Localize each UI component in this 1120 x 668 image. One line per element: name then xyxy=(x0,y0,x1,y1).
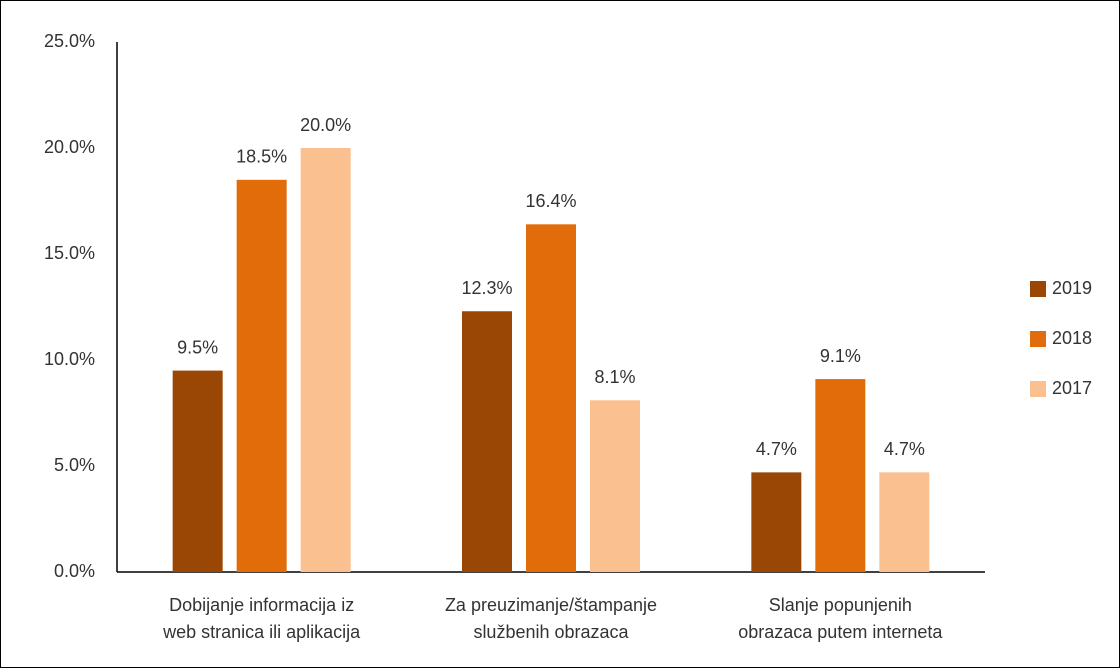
legend-label: 2019 xyxy=(1052,278,1092,298)
legend-swatch xyxy=(1030,331,1046,347)
data-label: 4.7% xyxy=(884,439,925,459)
data-label: 9.5% xyxy=(177,337,218,357)
bar xyxy=(751,472,802,572)
data-label: 4.7% xyxy=(756,439,797,459)
legend-label: 2017 xyxy=(1052,378,1092,398)
bar xyxy=(300,148,351,572)
x-tick-label: Za preuzimanje/štampanje službenih obraz… xyxy=(444,595,658,642)
legend-swatch xyxy=(1030,281,1046,297)
y-tick-label: 0.0% xyxy=(54,561,95,581)
y-tick-label: 5.0% xyxy=(54,455,95,475)
bar xyxy=(590,400,640,572)
data-label: 12.3% xyxy=(461,278,512,298)
y-tick-label: 10.0% xyxy=(44,349,95,369)
data-label: 18.5% xyxy=(236,147,287,167)
y-tick-label: 15.0% xyxy=(44,243,95,263)
y-tick-label: 20.0% xyxy=(44,137,95,157)
legend-swatch xyxy=(1030,381,1046,397)
bar xyxy=(236,179,287,573)
bar xyxy=(526,224,576,572)
x-tick-label: Slanje popunjenih obrazaca putem interne… xyxy=(738,595,943,642)
y-tick-label: 25.0% xyxy=(44,31,95,51)
bar xyxy=(879,472,930,572)
bar xyxy=(462,311,512,572)
legend-label: 2018 xyxy=(1052,328,1092,348)
data-label: 20.0% xyxy=(300,115,351,135)
data-label: 16.4% xyxy=(525,191,576,211)
bar xyxy=(172,370,223,572)
data-label: 9.1% xyxy=(820,346,861,366)
bar xyxy=(815,379,866,572)
x-tick-label: Dobijanje informacija iz web stranica il… xyxy=(163,595,361,642)
data-label: 8.1% xyxy=(594,367,635,387)
